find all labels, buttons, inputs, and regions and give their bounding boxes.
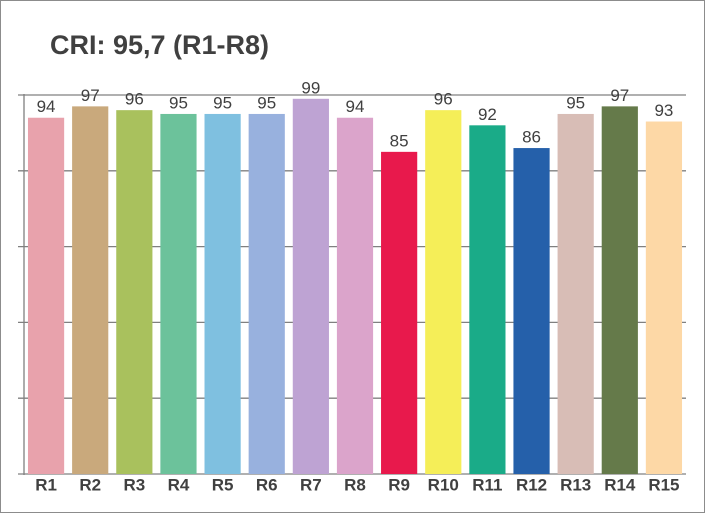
bar [292,98,329,474]
bar [557,113,594,474]
x-tick-label: R13 [560,475,591,494]
x-tick-label: R11 [472,475,502,494]
x-tick-label: R9 [388,475,410,494]
bar [601,106,638,475]
value-label: 95 [169,93,188,112]
bar [513,148,550,474]
value-label: 95 [257,93,276,112]
x-tick-label: R10 [428,475,459,494]
bar [248,113,285,474]
bar [469,125,506,474]
bar [72,106,109,475]
x-tick-label: R3 [123,475,145,494]
bar [336,117,374,475]
value-label: 95 [213,93,232,112]
value-label: 99 [301,78,320,97]
value-label: 96 [125,90,144,109]
value-label: 86 [522,128,541,147]
x-tick-label: R12 [516,475,547,494]
value-label: 85 [390,131,409,150]
x-tick-label: R1 [35,475,57,494]
value-label: 92 [478,105,497,124]
x-tick-label: R8 [344,475,366,494]
x-tick-label: R2 [79,475,101,494]
x-tick-label: R4 [168,475,190,494]
value-label: 93 [654,101,673,120]
value-label: 97 [610,86,629,105]
x-tick-label: R14 [604,475,636,494]
value-label: 94 [346,97,365,116]
bar [645,121,683,474]
x-tick-label: R7 [300,475,322,494]
x-tick-label: R6 [256,475,278,494]
bar [204,113,241,474]
value-label: 95 [566,93,585,112]
bar [381,151,418,474]
value-label: 97 [81,86,100,105]
bar [160,113,197,474]
value-label: 96 [434,90,453,109]
bar [27,117,65,475]
bar [425,110,462,474]
bar [116,110,153,474]
value-label: 94 [37,97,56,116]
chart-title: CRI: 95,7 (R1-R8) [50,30,269,60]
x-tick-label: R15 [648,475,679,494]
x-tick-label: R5 [212,475,234,494]
